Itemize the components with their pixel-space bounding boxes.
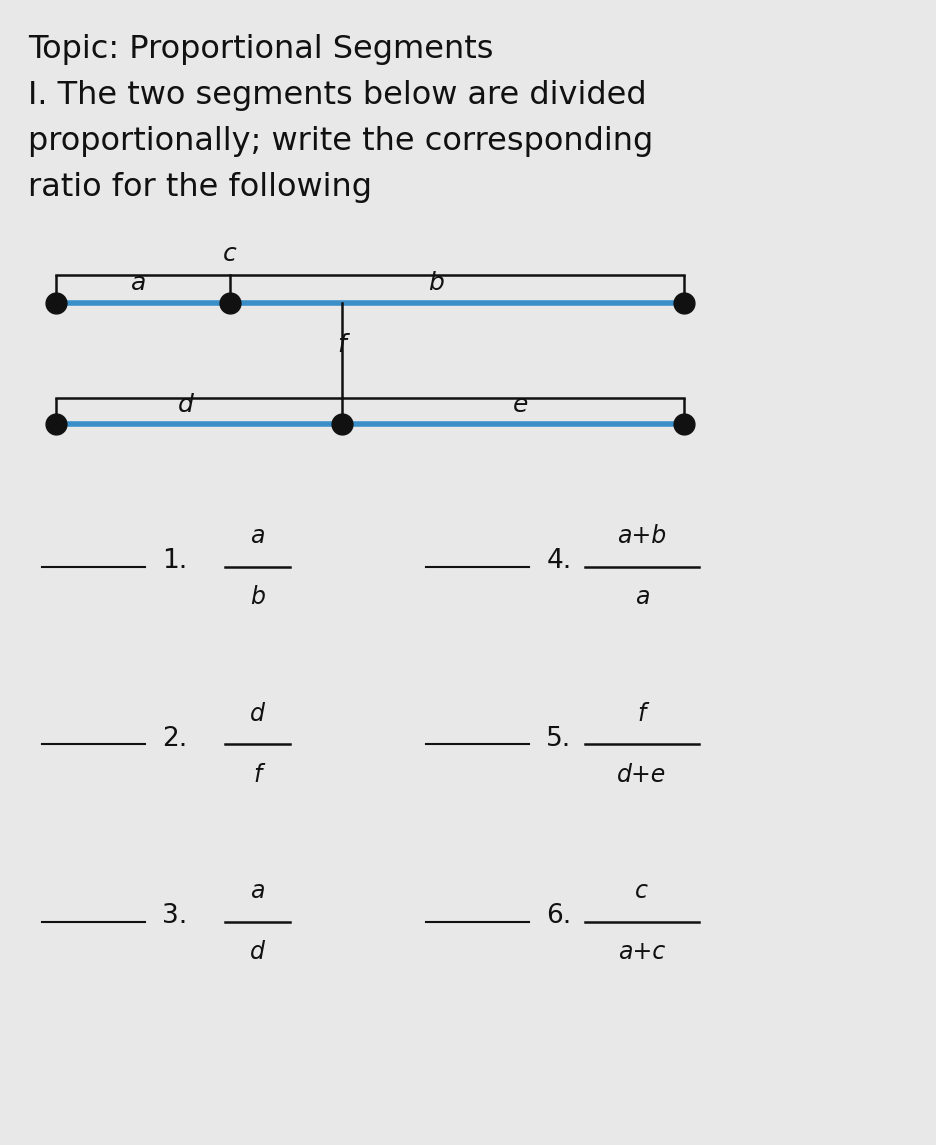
Text: 6.: 6. — [546, 903, 571, 929]
Text: ratio for the following: ratio for the following — [28, 172, 372, 203]
Text: d: d — [178, 394, 193, 417]
Text: 3.: 3. — [162, 903, 187, 929]
Text: d: d — [250, 940, 265, 964]
Text: a: a — [250, 879, 265, 903]
Text: a: a — [634, 585, 649, 609]
Text: f: f — [254, 763, 261, 787]
Text: b: b — [428, 271, 443, 295]
Text: d: d — [250, 702, 265, 726]
Text: c: c — [635, 879, 648, 903]
Text: a: a — [131, 271, 146, 295]
Text: a: a — [250, 524, 265, 548]
Text: 2.: 2. — [162, 726, 187, 751]
Text: f: f — [637, 702, 645, 726]
Text: b: b — [250, 585, 265, 609]
Text: proportionally; write the corresponding: proportionally; write the corresponding — [28, 126, 652, 157]
Text: Topic: Proportional Segments: Topic: Proportional Segments — [28, 34, 493, 65]
Text: c: c — [223, 242, 236, 266]
Text: a+b: a+b — [617, 524, 665, 548]
Text: a+c: a+c — [618, 940, 665, 964]
Text: 1.: 1. — [162, 548, 187, 574]
Text: e: e — [512, 394, 527, 417]
Text: I. The two segments below are divided: I. The two segments below are divided — [28, 80, 646, 111]
Text: d+e: d+e — [617, 763, 665, 787]
Text: f: f — [337, 333, 346, 357]
Text: 5.: 5. — [546, 726, 571, 751]
Text: 4.: 4. — [546, 548, 571, 574]
